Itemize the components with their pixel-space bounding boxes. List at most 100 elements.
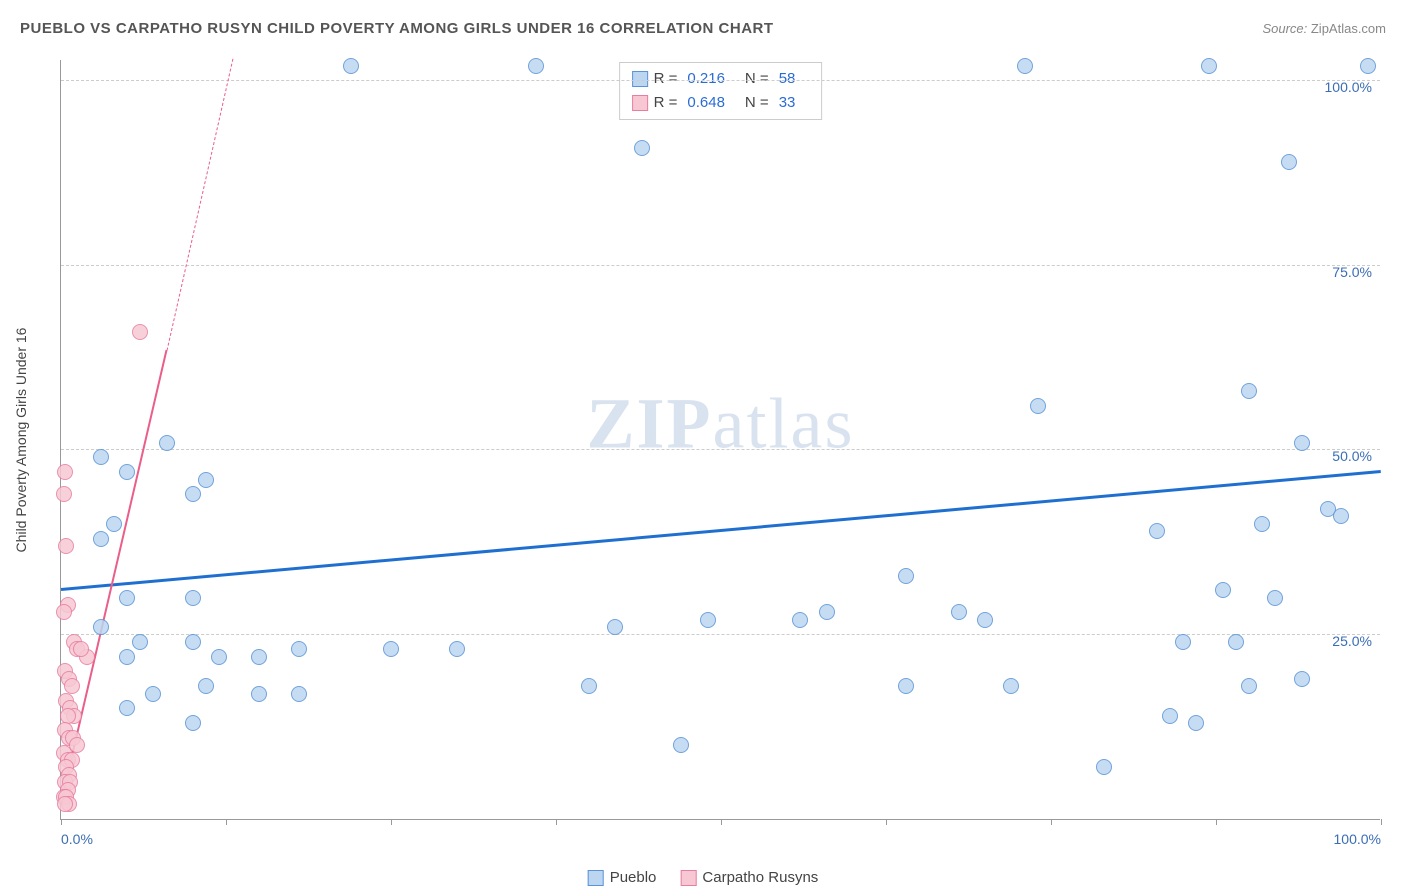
x-tick [721,819,722,825]
stat-r-label: R = [654,67,678,91]
scatter-marker [56,486,72,502]
scatter-marker [57,464,73,480]
scatter-marker [898,678,914,694]
x-tick [226,819,227,825]
scatter-marker [1294,671,1310,687]
scatter-marker [673,737,689,753]
scatter-marker [159,435,175,451]
legend-item: Carpatho Rusyns [680,869,818,886]
scatter-marker [1360,58,1376,74]
scatter-marker [56,604,72,620]
x-tick [61,819,62,825]
scatter-marker [1228,634,1244,650]
scatter-marker [607,619,623,635]
watermark-bold: ZIP [587,384,713,464]
scatter-marker [57,796,73,812]
series-swatch [632,71,648,87]
scatter-marker [1162,708,1178,724]
x-tick [391,819,392,825]
scatter-marker [1201,58,1217,74]
x-tick [1381,819,1382,825]
gridline [61,449,1380,450]
plot-area: Child Poverty Among Girls Under 16 ZIPat… [60,60,1380,820]
scatter-marker [119,649,135,665]
series-swatch [632,95,648,111]
scatter-marker [291,641,307,657]
scatter-marker [819,604,835,620]
x-tick [886,819,887,825]
scatter-marker [185,590,201,606]
gridline [61,80,1380,81]
scatter-marker [1267,590,1283,606]
scatter-marker [1294,435,1310,451]
scatter-marker [119,464,135,480]
legend-swatch [680,870,696,886]
scatter-marker [198,472,214,488]
scatter-marker [93,531,109,547]
y-tick-label: 100.0% [1325,79,1372,95]
title-bar: PUEBLO VS CARPATHO RUSYN CHILD POVERTY A… [20,20,1386,37]
watermark: ZIPatlas [587,383,855,466]
trendline [166,58,233,350]
source-credit: Source: ZipAtlas.com [1262,21,1386,36]
x-tick [1051,819,1052,825]
legend-label: Carpatho Rusyns [702,869,818,886]
scatter-marker [119,700,135,716]
scatter-marker [1003,678,1019,694]
x-tick [556,819,557,825]
scatter-marker [73,641,89,657]
source-name: ZipAtlas.com [1311,21,1386,36]
legend-swatch [588,870,604,886]
y-axis-label: Child Poverty Among Girls Under 16 [13,327,29,552]
scatter-marker [977,612,993,628]
y-tick-label: 75.0% [1332,264,1372,280]
scatter-marker [581,678,597,694]
x-tick-label: 100.0% [1334,831,1381,847]
stats-row: R = 0.216 N = 58 [632,67,810,91]
scatter-marker [198,678,214,694]
chart-title: PUEBLO VS CARPATHO RUSYN CHILD POVERTY A… [20,20,774,37]
stat-n-label: N = [745,67,769,91]
scatter-marker [1175,634,1191,650]
stat-n-label: N = [745,91,769,115]
scatter-marker [58,538,74,554]
y-tick-label: 50.0% [1332,448,1372,464]
scatter-marker [898,568,914,584]
trendline [61,470,1381,591]
stat-n-value: 58 [779,67,796,91]
stats-box: R =0.216N =58R =0.648N =33 [619,62,823,120]
scatter-marker [1188,715,1204,731]
scatter-marker [1254,516,1270,532]
scatter-marker [1030,398,1046,414]
watermark-light: atlas [713,384,855,464]
scatter-marker [951,604,967,620]
scatter-marker [93,619,109,635]
scatter-marker [132,634,148,650]
scatter-marker [64,678,80,694]
scatter-marker [251,686,267,702]
y-tick-label: 25.0% [1332,633,1372,649]
scatter-marker [185,715,201,731]
scatter-marker [1017,58,1033,74]
scatter-marker [1241,383,1257,399]
scatter-marker [291,686,307,702]
bottom-legend: Pueblo Carpatho Rusyns [588,869,819,886]
stat-r-label: R = [654,91,678,115]
scatter-marker [251,649,267,665]
scatter-marker [343,58,359,74]
scatter-marker [700,612,716,628]
scatter-marker [145,686,161,702]
x-tick [1216,819,1217,825]
stat-r-value: 0.216 [687,67,725,91]
scatter-marker [119,590,135,606]
scatter-marker [106,516,122,532]
scatter-marker [1096,759,1112,775]
stats-row: R =0.648N =33 [632,91,810,115]
scatter-marker [93,449,109,465]
scatter-marker [1241,678,1257,694]
legend-item: Pueblo [588,869,657,886]
stat-r-value: 0.648 [687,91,725,115]
scatter-marker [1333,508,1349,524]
scatter-marker [1215,582,1231,598]
legend-label: Pueblo [610,869,657,886]
